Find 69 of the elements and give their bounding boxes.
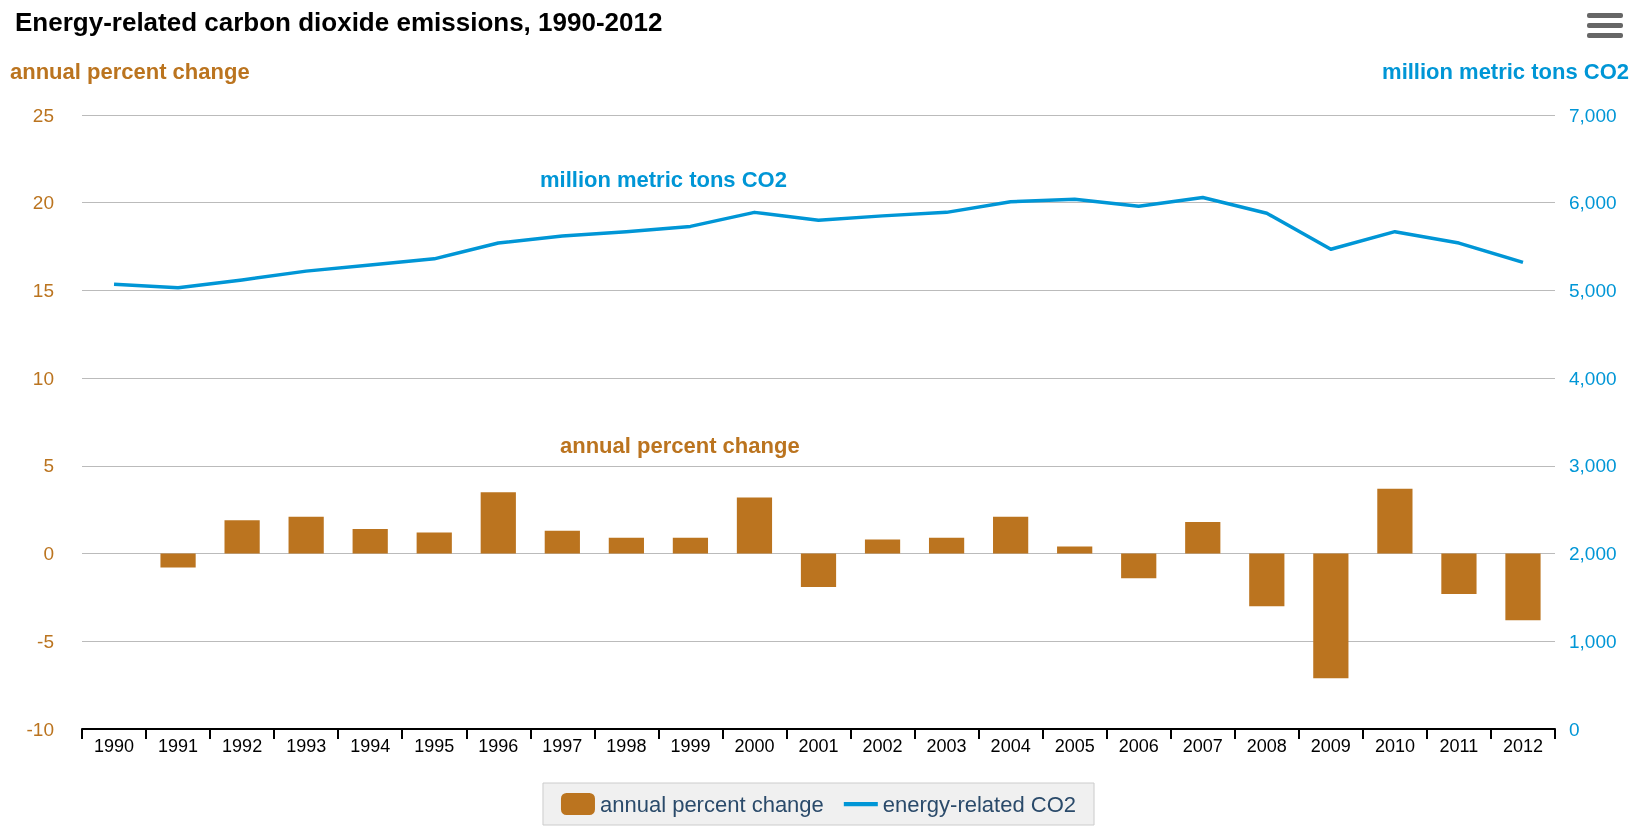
- bar: [544, 530, 580, 554]
- x-tick-label: 2001: [798, 736, 839, 756]
- bar: [1057, 546, 1093, 554]
- legend-label: annual percent change: [599, 791, 824, 817]
- x-tick-label: 2000: [734, 736, 775, 756]
- y2-axis-title: million metric tons CO2: [1382, 58, 1630, 84]
- y2-tick-label: 3,000: [1569, 455, 1617, 477]
- bar: [1249, 553, 1285, 607]
- x-tick-label: 1993: [286, 736, 327, 756]
- bar: [480, 492, 516, 554]
- line-series: [112, 195, 1525, 290]
- x-tick-label: 2002: [862, 736, 903, 756]
- y-tick-label: 20: [32, 192, 54, 214]
- bar: [736, 497, 773, 554]
- x-tick-label: 1996: [478, 736, 519, 756]
- x-tick-label: 2008: [1246, 736, 1287, 756]
- bar: [1505, 553, 1541, 621]
- bar: [1185, 521, 1221, 554]
- bar: [928, 537, 965, 554]
- x-tick-label: 1990: [94, 736, 135, 756]
- y-tick-label: -10: [26, 718, 54, 740]
- bar: [352, 529, 388, 554]
- bar: [1377, 488, 1413, 554]
- bar: [993, 516, 1029, 554]
- bar: [608, 537, 644, 554]
- x-tick-label: 2004: [990, 736, 1031, 756]
- bar: [416, 532, 452, 554]
- x-tick-label: 2005: [1054, 736, 1095, 756]
- x-tick-label: 2003: [926, 736, 967, 756]
- x-tick-label: 1991: [158, 736, 199, 756]
- y-tick-label: 25: [32, 104, 54, 126]
- y2-tick-label: 7,000: [1569, 104, 1617, 126]
- bar: [288, 516, 324, 554]
- bar: [1441, 553, 1477, 594]
- x-tick-label: 1997: [542, 736, 583, 756]
- x-tick-label: 2009: [1310, 736, 1351, 756]
- x-tick-label: 1992: [222, 736, 263, 756]
- y2-tick-label: 4,000: [1569, 367, 1617, 389]
- annotation: annual percent change: [560, 432, 800, 458]
- y-tick-label: 5: [43, 455, 54, 477]
- y-tick-label: 0: [43, 543, 54, 565]
- bar: [160, 553, 196, 568]
- bar: [672, 537, 709, 554]
- y-axis-title: annual percent change: [10, 58, 250, 84]
- y2-tick-label: 1,000: [1569, 630, 1617, 652]
- annotation: million metric tons CO2: [540, 166, 787, 192]
- x-tick-label: 1995: [414, 736, 455, 756]
- bar: [1121, 553, 1157, 579]
- x-tick-label: 1994: [350, 736, 391, 756]
- y-tick-label: 15: [32, 279, 54, 301]
- y2-tick-label: 6,000: [1569, 192, 1617, 214]
- bar: [800, 553, 837, 587]
- x-tick-label: 1998: [606, 736, 647, 756]
- bar: [864, 539, 901, 554]
- x-tick-label: 1999: [670, 736, 711, 756]
- y-tick-label: -5: [37, 630, 54, 652]
- y2-tick-label: 5,000: [1569, 279, 1617, 301]
- x-tick-label: 2011: [1439, 736, 1479, 756]
- y2-tick-label: 0: [1569, 718, 1580, 740]
- bar: [1313, 553, 1349, 679]
- x-tick-label: 2007: [1182, 736, 1223, 756]
- x-tick-label: 2012: [1502, 736, 1543, 756]
- bar: [224, 520, 260, 554]
- legend-label: energy-related CO2: [882, 791, 1077, 817]
- y2-tick-label: 2,000: [1569, 543, 1617, 565]
- x-tick-label: 2010: [1374, 736, 1415, 756]
- y-tick-label: 10: [32, 367, 54, 389]
- chart-title: Energy-related carbon dioxide emissions, 1990-2012: [15, 7, 663, 37]
- x-tick-label: 2006: [1118, 736, 1159, 756]
